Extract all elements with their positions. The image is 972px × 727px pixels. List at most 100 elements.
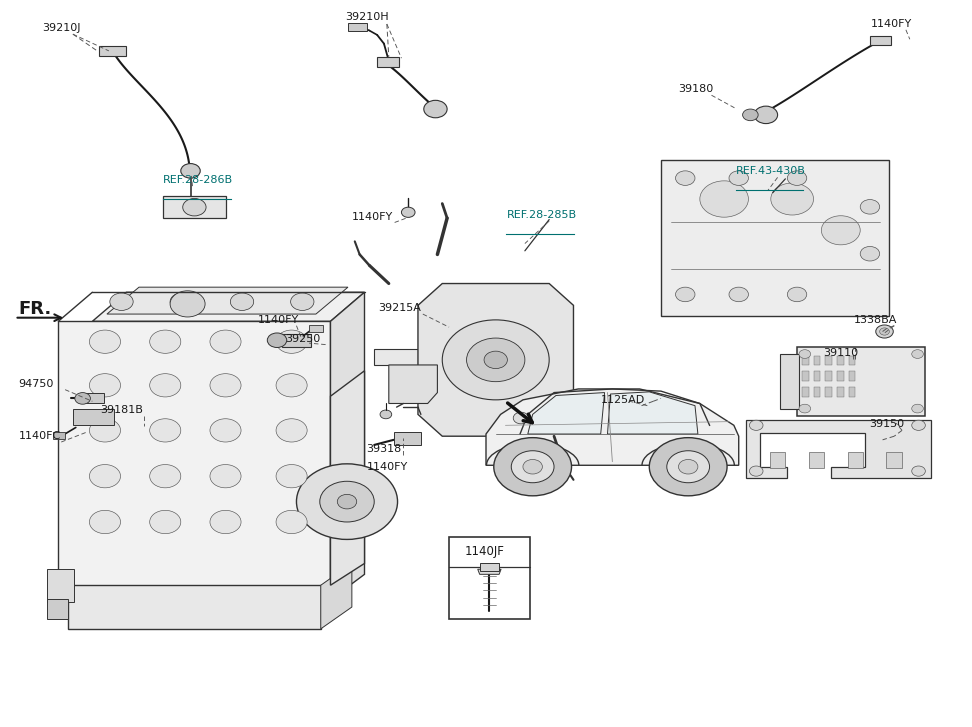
Circle shape xyxy=(337,494,357,509)
Circle shape xyxy=(787,171,807,185)
Circle shape xyxy=(276,510,307,534)
FancyBboxPatch shape xyxy=(837,387,844,397)
FancyBboxPatch shape xyxy=(802,371,809,381)
Circle shape xyxy=(442,320,549,400)
FancyBboxPatch shape xyxy=(83,393,104,403)
Circle shape xyxy=(150,374,181,397)
FancyBboxPatch shape xyxy=(848,452,863,468)
FancyBboxPatch shape xyxy=(825,371,832,381)
Circle shape xyxy=(484,351,507,369)
FancyBboxPatch shape xyxy=(73,409,114,425)
Circle shape xyxy=(150,330,181,353)
Text: 39180: 39180 xyxy=(678,84,713,95)
Circle shape xyxy=(210,510,241,534)
Circle shape xyxy=(676,287,695,302)
Circle shape xyxy=(494,438,572,496)
Circle shape xyxy=(513,412,529,424)
Circle shape xyxy=(276,330,307,353)
Circle shape xyxy=(880,328,889,335)
FancyBboxPatch shape xyxy=(814,371,820,381)
Circle shape xyxy=(467,338,525,382)
FancyBboxPatch shape xyxy=(377,57,399,67)
Polygon shape xyxy=(661,160,889,316)
Text: 1125AD: 1125AD xyxy=(601,395,645,405)
Text: 39210J: 39210J xyxy=(42,23,81,33)
Circle shape xyxy=(771,183,814,215)
Polygon shape xyxy=(478,569,502,574)
Circle shape xyxy=(291,293,314,310)
Circle shape xyxy=(876,325,893,338)
FancyBboxPatch shape xyxy=(814,356,820,365)
Polygon shape xyxy=(746,420,931,478)
Text: REF.28-285B: REF.28-285B xyxy=(506,210,576,220)
FancyBboxPatch shape xyxy=(797,347,925,416)
Text: 1140FY: 1140FY xyxy=(871,19,912,29)
Circle shape xyxy=(296,464,398,539)
FancyBboxPatch shape xyxy=(282,334,311,347)
Circle shape xyxy=(912,404,923,413)
Circle shape xyxy=(89,465,121,488)
Circle shape xyxy=(821,216,860,245)
FancyBboxPatch shape xyxy=(809,452,824,468)
FancyBboxPatch shape xyxy=(825,356,832,365)
FancyBboxPatch shape xyxy=(309,325,323,332)
Polygon shape xyxy=(418,284,573,436)
Polygon shape xyxy=(330,292,364,600)
Circle shape xyxy=(89,330,121,353)
Text: 1140JF: 1140JF xyxy=(465,545,505,558)
Circle shape xyxy=(150,465,181,488)
Circle shape xyxy=(75,393,90,404)
FancyBboxPatch shape xyxy=(47,569,74,602)
FancyBboxPatch shape xyxy=(394,432,421,445)
FancyBboxPatch shape xyxy=(480,563,500,571)
Polygon shape xyxy=(486,389,739,465)
FancyBboxPatch shape xyxy=(837,356,844,365)
Polygon shape xyxy=(374,349,476,365)
Circle shape xyxy=(511,451,554,483)
Polygon shape xyxy=(528,393,605,434)
Circle shape xyxy=(754,106,778,124)
Text: 39181B: 39181B xyxy=(100,405,143,415)
Circle shape xyxy=(667,451,710,483)
Text: FR.: FR. xyxy=(18,300,52,318)
FancyBboxPatch shape xyxy=(780,354,799,409)
Circle shape xyxy=(150,419,181,442)
Circle shape xyxy=(523,459,542,474)
FancyBboxPatch shape xyxy=(849,387,855,397)
FancyBboxPatch shape xyxy=(348,23,367,31)
Polygon shape xyxy=(330,371,364,585)
Circle shape xyxy=(89,419,121,442)
Text: 1140FY: 1140FY xyxy=(366,462,407,472)
Text: 1140FY: 1140FY xyxy=(258,315,298,325)
Text: 1338BA: 1338BA xyxy=(853,315,897,325)
FancyBboxPatch shape xyxy=(47,599,68,619)
Text: 39150: 39150 xyxy=(869,419,904,430)
FancyBboxPatch shape xyxy=(449,537,530,619)
Circle shape xyxy=(912,350,923,358)
Text: 94750: 94750 xyxy=(18,379,53,389)
Polygon shape xyxy=(608,392,698,434)
Circle shape xyxy=(276,465,307,488)
Circle shape xyxy=(860,246,880,261)
Circle shape xyxy=(210,374,241,397)
Polygon shape xyxy=(389,365,437,403)
Polygon shape xyxy=(68,585,321,629)
Circle shape xyxy=(799,404,811,413)
Circle shape xyxy=(89,374,121,397)
Circle shape xyxy=(181,164,200,178)
FancyBboxPatch shape xyxy=(849,371,855,381)
Text: 1140FY: 1140FY xyxy=(352,212,393,222)
Circle shape xyxy=(276,419,307,442)
Circle shape xyxy=(110,293,133,310)
Circle shape xyxy=(787,287,807,302)
Circle shape xyxy=(729,287,748,302)
Circle shape xyxy=(799,350,811,358)
FancyBboxPatch shape xyxy=(837,371,844,381)
Circle shape xyxy=(150,510,181,534)
FancyBboxPatch shape xyxy=(814,387,820,397)
Circle shape xyxy=(210,465,241,488)
Text: 39318: 39318 xyxy=(366,444,401,454)
Circle shape xyxy=(89,510,121,534)
Circle shape xyxy=(860,200,880,214)
Circle shape xyxy=(700,181,748,217)
